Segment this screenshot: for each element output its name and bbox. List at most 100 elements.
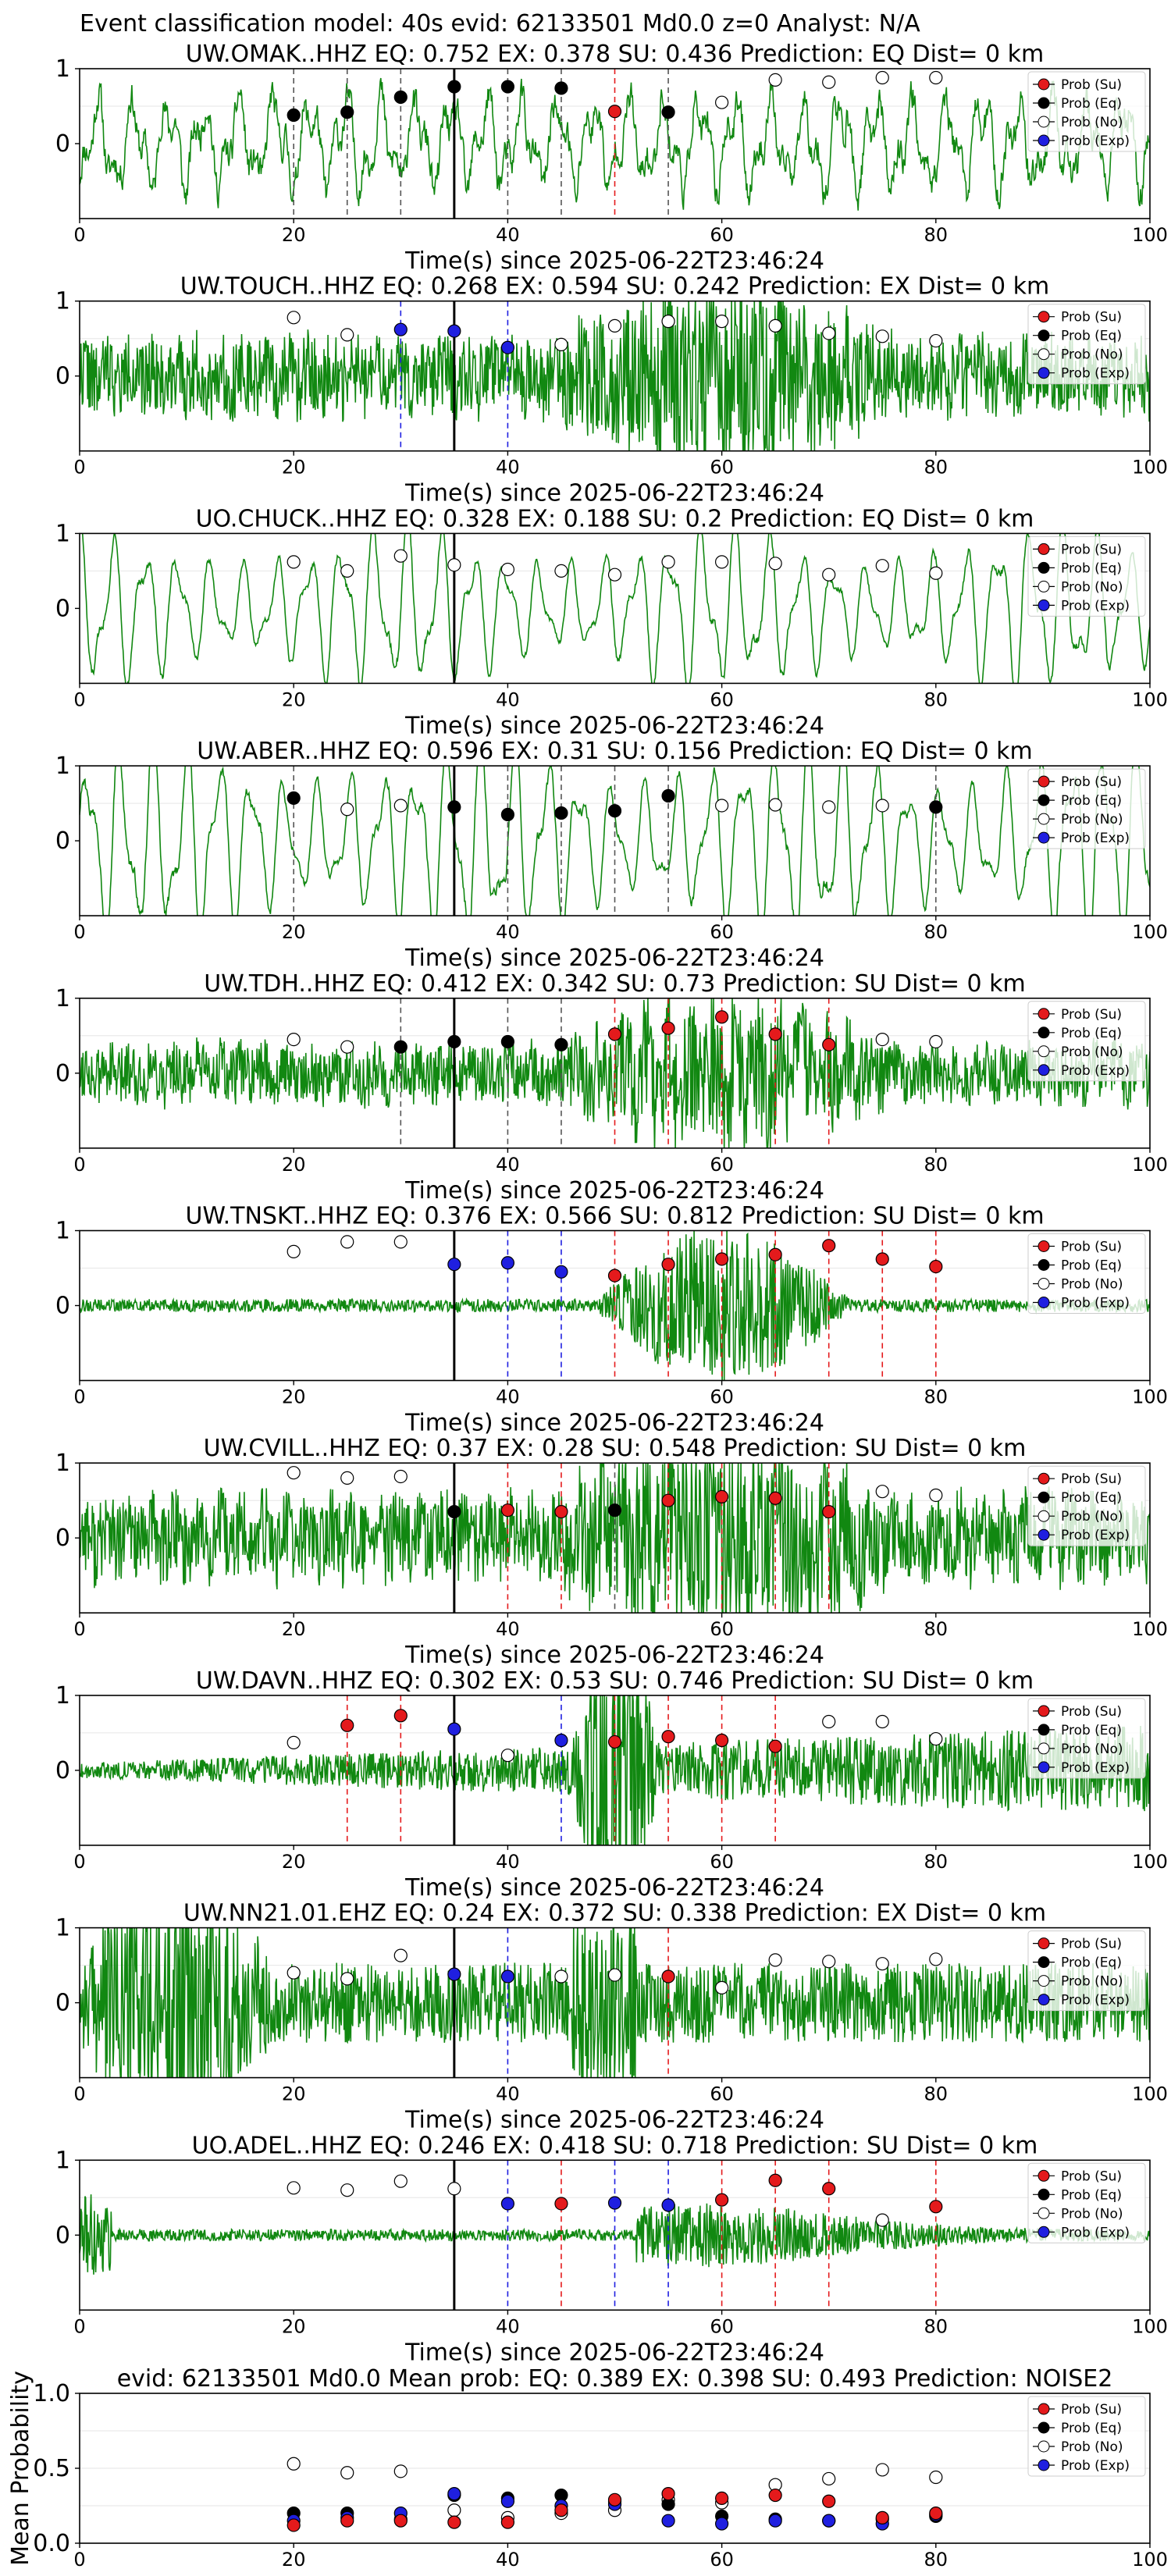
station-panels: UW.OMAK..HHZ EQ: 0.752 EX: 0.378 SU: 0.4… bbox=[55, 41, 1168, 2366]
prob-marker-su bbox=[714, 1733, 729, 1748]
x-tick-label: 20 bbox=[282, 2315, 306, 2337]
prob-marker-no bbox=[875, 70, 889, 85]
prob-marker-eq bbox=[500, 80, 515, 94]
x-tick-label: 80 bbox=[924, 457, 949, 479]
x-tick-label: 0 bbox=[73, 2315, 85, 2337]
station-panel: UW.TDH..HHZ EQ: 0.412 EX: 0.342 SU: 0.73… bbox=[55, 970, 1168, 1204]
x-tick-label: 0 bbox=[73, 224, 85, 246]
prob-marker-no bbox=[929, 1488, 943, 1503]
prob-marker-exp bbox=[447, 1967, 461, 1981]
x-tick-label: 0 bbox=[73, 457, 85, 479]
prob-marker-eq bbox=[661, 105, 675, 119]
prob-marker-su bbox=[661, 1493, 675, 1507]
legend-marker bbox=[1038, 2403, 1050, 2415]
prob-marker-no bbox=[447, 558, 461, 572]
prob-marker-exp bbox=[500, 1256, 515, 1270]
series-su bbox=[287, 2487, 943, 2532]
legend-marker bbox=[1038, 1064, 1050, 1076]
prob-marker-no bbox=[340, 1235, 354, 1249]
panel-title: UW.OMAK..HHZ EQ: 0.752 EX: 0.378 SU: 0.4… bbox=[186, 41, 1044, 68]
prob-marker-su bbox=[929, 1259, 943, 1274]
legend-marker bbox=[1038, 1937, 1050, 1950]
legend-marker bbox=[1038, 1472, 1050, 1485]
legend-marker bbox=[1038, 116, 1050, 128]
x-tick-label: 20 bbox=[282, 2549, 306, 2571]
prob-marker-eq bbox=[661, 788, 675, 803]
x-tick-label: 80 bbox=[924, 2315, 949, 2337]
y-tick-label: 0.0 bbox=[33, 2530, 70, 2557]
prob-marker-no bbox=[500, 1749, 515, 1763]
mean-prob-marker-no bbox=[929, 2470, 943, 2485]
station-panel: UW.DAVN..HHZ EQ: 0.302 EX: 0.53 SU: 0.74… bbox=[55, 1667, 1168, 1902]
prob-marker-eq bbox=[447, 1504, 461, 1519]
legend-marker bbox=[1038, 1491, 1050, 1503]
prob-marker-su bbox=[822, 1504, 836, 1519]
prob-marker-exp bbox=[607, 2196, 622, 2210]
x-tick-label: 20 bbox=[282, 457, 306, 479]
legend-label: Prob (Su) bbox=[1061, 77, 1122, 93]
legend-marker bbox=[1038, 1297, 1050, 1308]
prob-marker-eq bbox=[929, 800, 943, 814]
legend-label: Prob (Su) bbox=[1061, 1704, 1122, 1720]
x-tick-label: 100 bbox=[1132, 921, 1168, 943]
waveform-trace bbox=[80, 1927, 1150, 2078]
legend: Prob (Su) Prob (Eq) Prob (No) Prob (Exp) bbox=[1027, 1465, 1146, 1546]
y-tick-label: 1 bbox=[55, 1218, 70, 1245]
prob-marker-eq bbox=[500, 1034, 515, 1049]
prob-marker-no bbox=[607, 568, 622, 582]
x-tick-label: 100 bbox=[1132, 688, 1168, 710]
x-tick-label: 60 bbox=[710, 457, 734, 479]
mean-prob-marker-su bbox=[822, 2494, 836, 2508]
x-tick-label: 0 bbox=[73, 1618, 85, 1640]
waveform-trace bbox=[80, 77, 1150, 211]
mean-prob-marker-exp bbox=[768, 2514, 782, 2528]
prob-marker-no bbox=[929, 566, 943, 580]
legend-marker bbox=[1038, 1259, 1050, 1271]
x-tick-label: 100 bbox=[1132, 1618, 1168, 1640]
legend-marker bbox=[1038, 794, 1050, 806]
prob-marker-no bbox=[554, 1969, 568, 1984]
x-tick-label: 100 bbox=[1132, 1851, 1168, 1873]
legend-label: Prob (Exp) bbox=[1061, 1760, 1130, 1776]
x-tick-label: 80 bbox=[924, 224, 949, 246]
x-tick-label: 60 bbox=[710, 2315, 734, 2337]
x-tick-label: 20 bbox=[282, 688, 306, 710]
panel-title: UW.DAVN..HHZ EQ: 0.302 EX: 0.53 SU: 0.74… bbox=[196, 1667, 1034, 1695]
legend: Prob (Su) Prob (Eq) Prob (No) Prob (Exp) bbox=[1027, 535, 1146, 617]
x-tick-label: 40 bbox=[496, 921, 520, 943]
mean-prob-marker-exp bbox=[822, 2514, 836, 2528]
mean-prob-marker-no bbox=[875, 2463, 889, 2477]
panel-title: UW.TNSKT..HHZ EQ: 0.376 EX: 0.566 SU: 0.… bbox=[185, 1203, 1044, 1230]
legend-label: Prob (Exp) bbox=[1061, 1993, 1130, 2008]
legend-marker bbox=[1038, 1705, 1050, 1717]
y-tick-label: 0 bbox=[55, 130, 70, 158]
x-tick-label: 100 bbox=[1132, 457, 1168, 479]
prob-marker-su bbox=[822, 1037, 836, 1051]
legend-label: Prob (Eq) bbox=[1061, 1723, 1122, 1738]
legend-marker bbox=[1038, 2459, 1050, 2471]
legend-box bbox=[1027, 768, 1146, 849]
prob-marker-su bbox=[714, 1252, 729, 1266]
legend-marker bbox=[1038, 561, 1050, 574]
x-tick-label: 20 bbox=[282, 1154, 306, 1176]
panel-title: UW.ABER..HHZ EQ: 0.596 EX: 0.31 SU: 0.15… bbox=[197, 738, 1033, 765]
x-tick-label: 0 bbox=[73, 2083, 85, 2105]
prob-marker-no bbox=[287, 311, 301, 325]
x-tick-label: 40 bbox=[496, 2083, 520, 2105]
x-tick-label: 0 bbox=[73, 2549, 85, 2571]
legend-marker bbox=[1038, 2440, 1050, 2453]
x-tick-label: 0 bbox=[73, 1386, 85, 1408]
prob-marker-no bbox=[929, 1731, 943, 1746]
prob-marker-su bbox=[714, 1489, 729, 1504]
x-tick-label: 0 bbox=[73, 688, 85, 710]
x-tick-label: 60 bbox=[710, 1851, 734, 1873]
prob-marker-su bbox=[554, 2197, 568, 2211]
prob-marker-eq bbox=[554, 81, 568, 95]
y-tick-label: 0 bbox=[55, 595, 70, 622]
legend-label: Prob (Exp) bbox=[1061, 1528, 1130, 1543]
prob-marker-eq bbox=[447, 1034, 461, 1049]
prob-marker-no bbox=[929, 1952, 943, 1966]
legend-marker bbox=[1038, 599, 1050, 611]
legend-label: Prob (Exp) bbox=[1061, 831, 1130, 846]
panel-title: UW.TDH..HHZ EQ: 0.412 EX: 0.342 SU: 0.73… bbox=[204, 970, 1026, 998]
